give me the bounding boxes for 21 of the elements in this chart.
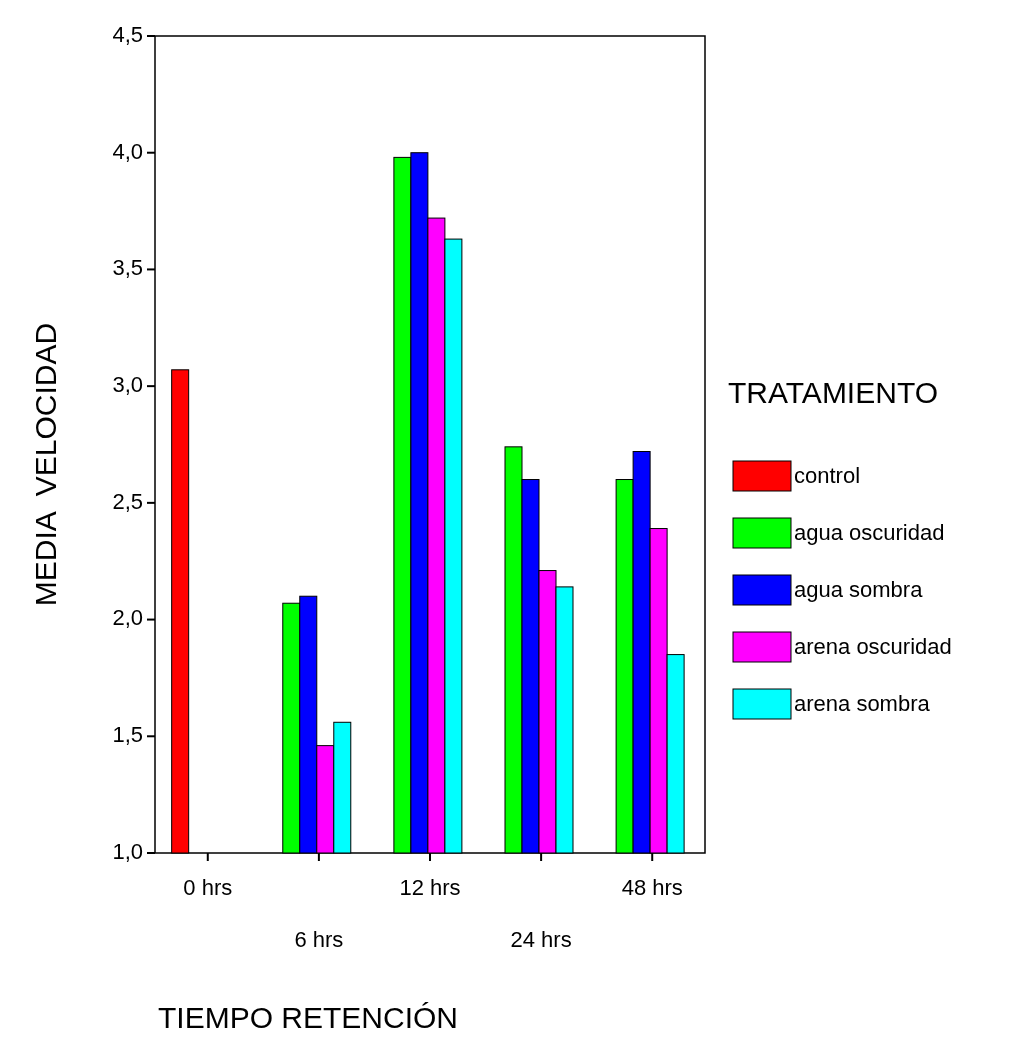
legend-label: agua sombra [794,576,924,602]
legend-label: arena sombra [794,690,931,716]
y-tick-label: 2,0 [112,605,143,631]
x-tick-label: 48 hrs [621,875,683,900]
y-tick-label: 4,5 [112,21,143,47]
x-tick-label: 0 hrs [183,875,233,900]
y-tick-label: 3,5 [112,255,143,281]
y-tick-label: 1,5 [112,722,143,748]
legend-title: TRATAMIENTO [728,376,938,409]
y-tick-label: 2,5 [112,488,143,514]
legend-label: arena oscuridad [794,633,952,659]
legend-label: agua oscuridad [794,519,945,545]
y-tick-label: 1,0 [112,838,143,864]
x-tick-label: 6 hrs [294,927,344,952]
x-tick-label: 24 hrs [510,927,572,952]
x-axis-title: TIEMPO RETENCIÓN [158,1001,459,1034]
x-tick-label: 12 hrs [399,875,461,900]
y-axis-title: MEDIA VELOCIDAD [29,322,62,607]
legend-label: control [794,462,861,488]
y-tick-label: 3,0 [112,371,143,397]
y-tick-label: 4,0 [112,138,143,164]
